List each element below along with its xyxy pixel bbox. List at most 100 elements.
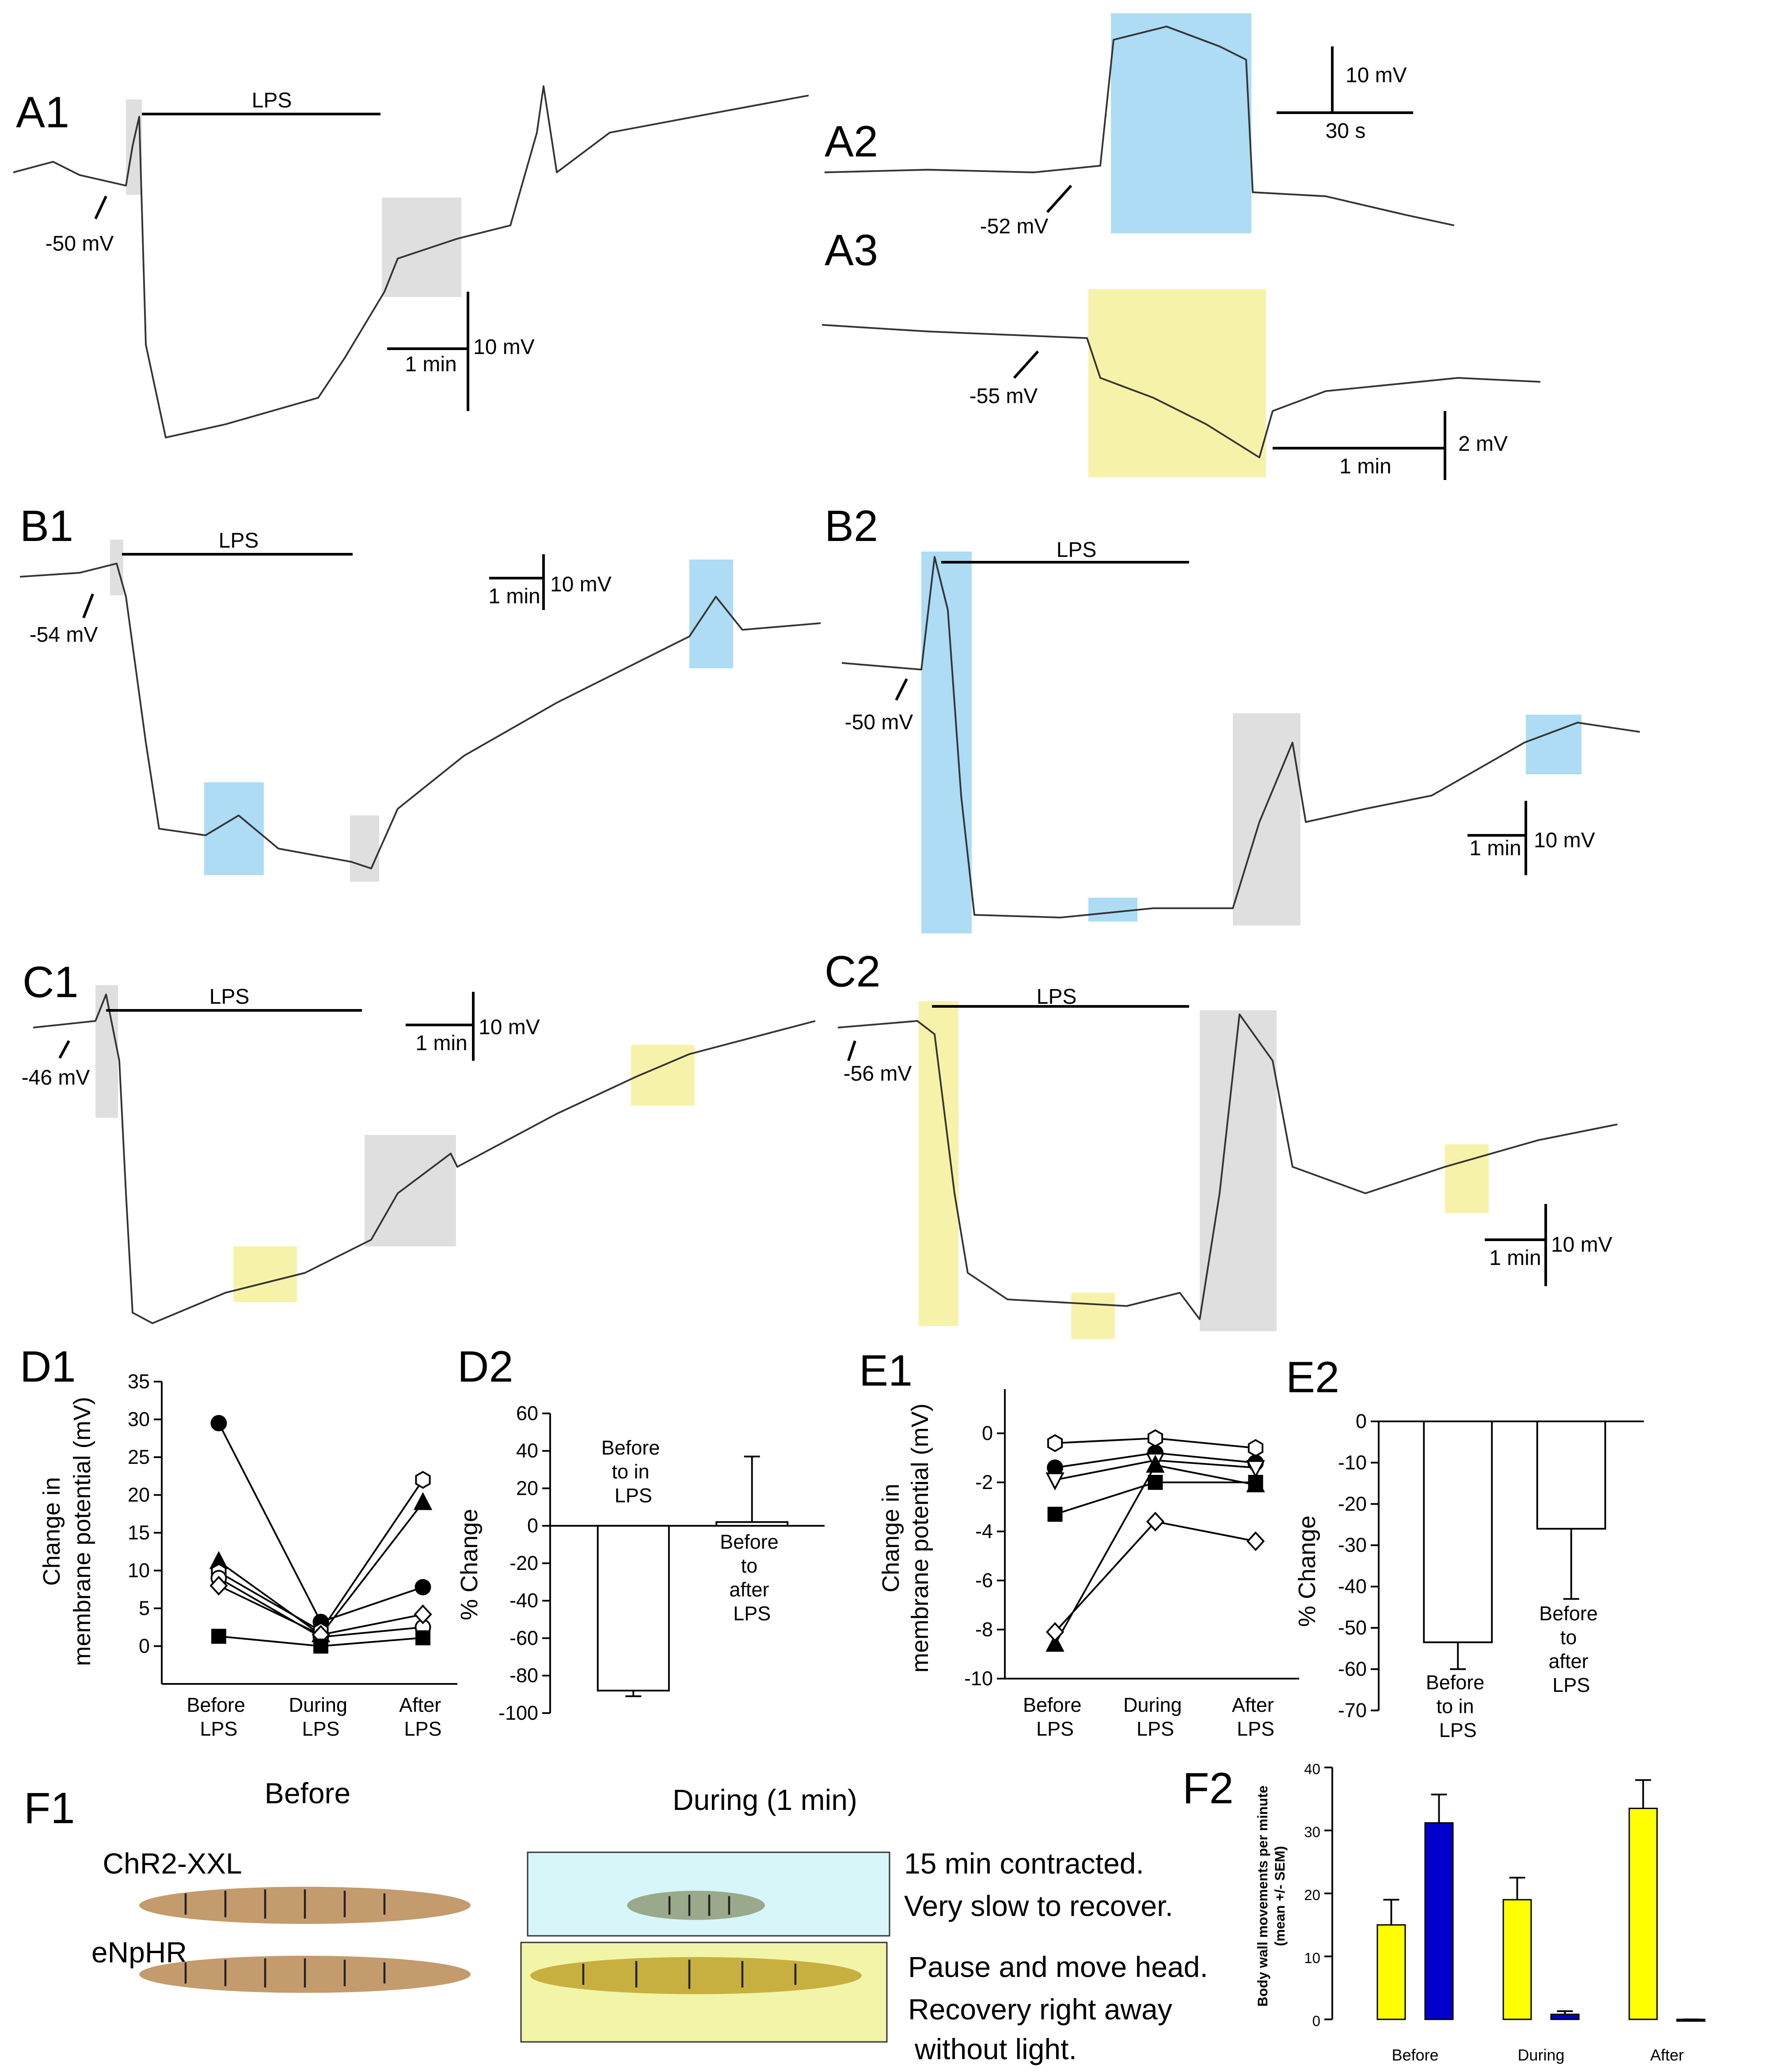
series-line <box>1054 1464 1256 1645</box>
note: Pause and move head. <box>908 1950 1208 1983</box>
rest-label: -46 mV <box>22 1066 90 1089</box>
marker <box>313 1638 328 1654</box>
error-bar <box>1635 1779 1651 1809</box>
panel-b1: B1 LPS -54 mV 1 min 10 mV <box>19 501 821 882</box>
shade <box>110 539 124 595</box>
y-tick-label: -40 <box>509 1589 538 1612</box>
larva <box>627 1890 765 1920</box>
shade <box>1445 1144 1489 1213</box>
x-tick-label: After <box>1650 2046 1684 2064</box>
time-scale: 1 min <box>1339 455 1391 478</box>
stim-label: LPS <box>252 89 292 112</box>
volt-scale: 10 mV <box>1346 64 1407 87</box>
y-tick-label: -70 <box>1338 1699 1367 1722</box>
bar <box>1550 2014 1580 2020</box>
note: 15 min contracted. <box>904 1847 1144 1880</box>
panel-a3: A3 -55 mV 1 min 2 mV <box>821 225 1541 480</box>
marker <box>1046 1622 1065 1642</box>
marker <box>1146 1455 1165 1473</box>
y-tick-label: 15 <box>128 1521 150 1544</box>
error-bar <box>1563 1528 1579 1600</box>
stim-label: LPS <box>1037 985 1077 1009</box>
panel-label: A2 <box>825 117 878 166</box>
trace <box>13 85 809 438</box>
rest-label: -50 mV <box>845 711 913 734</box>
marker <box>209 1576 228 1596</box>
series-line <box>218 1423 423 1623</box>
stim-label: LPS <box>219 529 259 552</box>
marker <box>1246 1460 1265 1478</box>
marker <box>1046 1634 1065 1652</box>
error-bar <box>1557 2010 1573 2015</box>
panel-label: D1 <box>20 1342 76 1391</box>
shade <box>1199 1010 1277 1331</box>
error-bar <box>625 1691 642 1697</box>
y-tick-label: -10 <box>1338 1451 1367 1474</box>
larva <box>530 1957 862 1994</box>
marker <box>211 1629 226 1644</box>
y-tick-label: 35 <box>128 1370 150 1393</box>
y-tick-label: 40 <box>516 1440 538 1462</box>
shade <box>382 197 462 297</box>
panel-f1: F1 Before During (1 min) ChR2-XXL eNpHR … <box>24 1777 1208 2065</box>
shade <box>1232 713 1300 926</box>
shade <box>126 99 142 195</box>
y-tick-label: -8 <box>975 1618 993 1641</box>
marker <box>1147 1429 1163 1447</box>
volt-scale: 10 mV <box>550 573 612 596</box>
trace <box>33 994 816 1324</box>
y-tick-label: -60 <box>509 1626 538 1649</box>
note: without light. <box>914 2033 1077 2065</box>
marker <box>1246 1531 1265 1551</box>
bar <box>1423 1420 1493 1643</box>
shade <box>918 1001 958 1326</box>
stim-label: LPS <box>1057 538 1097 562</box>
y-tick-label: -20 <box>509 1552 538 1574</box>
panel-label: B2 <box>825 501 878 550</box>
marker <box>415 1470 431 1489</box>
x-tick-label: Before to after LPS <box>720 1531 784 1625</box>
bar <box>1502 1899 1532 2020</box>
panel-label: C2 <box>825 947 881 996</box>
y-tick-label: 0 <box>982 1422 993 1444</box>
y-tick-label: 0 <box>527 1514 538 1537</box>
y-tick-label: -30 <box>1338 1534 1367 1556</box>
error-bar <box>1383 1899 1399 1925</box>
y-tick-label: -40 <box>1338 1575 1367 1598</box>
panel-label: A3 <box>825 225 878 274</box>
volt-scale: 10 mV <box>1551 1233 1612 1257</box>
bar <box>597 1525 670 1692</box>
x-tick-label: During <box>1517 2046 1564 2064</box>
bar <box>1424 1822 1454 2020</box>
y-axis-label: Body wall movements per minute <box>1255 1786 1270 2007</box>
error-bar <box>1450 1642 1466 1670</box>
trace <box>821 324 1541 458</box>
y-tick-label: -60 <box>1338 1657 1367 1680</box>
shade <box>1088 897 1137 922</box>
x-tick-label: Before <box>1392 2046 1438 2064</box>
marker <box>415 1630 430 1645</box>
bar <box>1376 1924 1406 2020</box>
arrow <box>82 593 94 619</box>
marker <box>413 1492 433 1510</box>
y-tick-label: -50 <box>1338 1616 1367 1639</box>
y-tick-label: 40 <box>1304 1761 1320 1777</box>
x-tick-label: Before to in LPS <box>601 1436 665 1507</box>
panel-label: E2 <box>1286 1352 1339 1402</box>
segments <box>184 1889 797 1989</box>
trace <box>837 1013 1618 1320</box>
y-tick-label: 5 <box>139 1597 150 1619</box>
volt-scale: 10 mV <box>473 335 535 359</box>
note: Recovery right away <box>908 1993 1172 2026</box>
x-tick-label: After LPS <box>399 1694 447 1740</box>
y-tick-label: 60 <box>516 1402 538 1424</box>
time-scale: 1 min <box>1489 1246 1541 1270</box>
volt-scale: 10 mV <box>479 1016 540 1039</box>
panel-label: F2 <box>1182 1763 1234 1813</box>
y-tick-label: -80 <box>509 1664 538 1687</box>
series-line <box>1054 1520 1256 1633</box>
panel-label: A1 <box>16 88 69 137</box>
marker <box>414 1579 431 1596</box>
panel-a1: A1 LPS -50 mV 1 min 10 mV <box>13 85 809 438</box>
y-axis-label: membrane potential (mV) <box>907 1403 933 1672</box>
